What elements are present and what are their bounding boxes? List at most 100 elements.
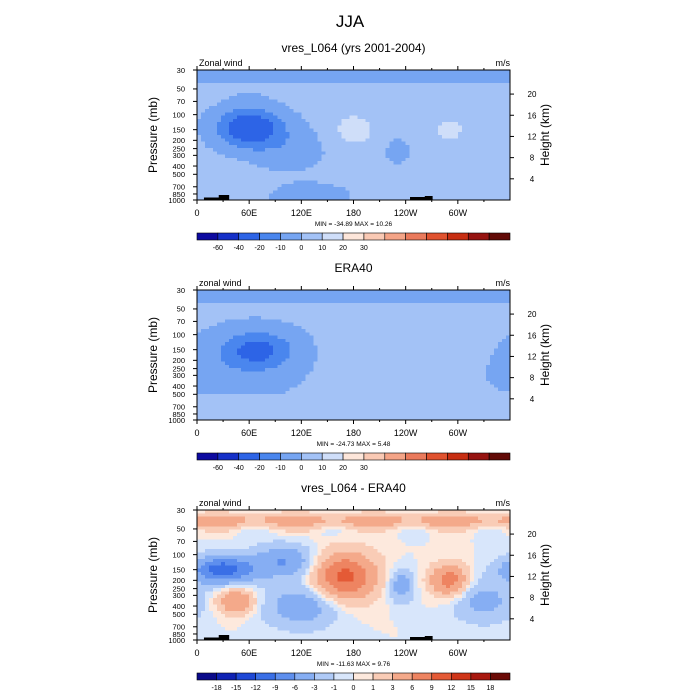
contour-cell [381,70,387,74]
contour-cell [205,92,210,97]
contour-cell [337,319,343,324]
contour-cell [469,290,475,294]
contour-cell [237,99,242,104]
contour-cell [301,190,306,195]
contour-cell [325,118,331,123]
contour-cell [225,99,230,104]
contour-cell [477,325,483,330]
contour-cell [373,177,379,182]
contour-cell [209,319,214,324]
contour-cell [205,290,210,294]
contour-cell [429,193,435,198]
contour-cell [389,358,395,363]
contour-cell [453,122,459,126]
contour-cell [341,312,347,317]
contour-cell [377,135,383,139]
contour-cell [301,187,306,191]
contour-cell [357,196,363,201]
contour-cell [225,122,230,126]
contour-cell [317,303,322,307]
contour-cell [265,122,270,126]
contour-cell [197,319,202,324]
contour-cell [349,180,355,185]
contour-cell [477,70,483,74]
contour-cell [497,187,503,191]
contour-cell [281,309,286,314]
contour-cell [249,335,254,340]
contour-cell [461,105,467,110]
contour-cell [325,319,331,324]
contour-cell [229,309,234,314]
contour-cell [265,138,270,143]
contour-cell [501,164,507,169]
contour-cell [433,86,439,91]
contour-cell [209,89,214,94]
contour-cell [433,122,439,126]
contour-cell [221,148,226,152]
contour-cell [397,157,403,162]
contour-cell [461,180,467,185]
contour-cell [265,141,270,146]
contour-cell [217,102,222,107]
contour-cell [333,164,339,169]
contour-cell [213,345,218,350]
contour-cell [425,167,431,172]
contour-cell [285,128,290,133]
contour-cell [213,299,218,304]
contour-cell [381,167,387,172]
contour-cell [505,322,511,327]
panel-title: vres_L064 (yrs 2001-2004) [281,41,425,55]
contour-cell [257,174,262,178]
contour-cell [485,319,491,324]
contour-cell [245,351,250,356]
contour-cell [349,151,355,156]
contour-cell [505,345,511,350]
contour-cell [269,79,274,84]
contour-cell [425,131,431,136]
contour-cell [285,131,290,136]
contour-cell [449,86,455,91]
contour-cell [305,332,310,337]
contour-cell [321,105,327,110]
contour-cell [293,309,298,314]
contour-cell [429,335,435,340]
contour-cell [441,296,447,301]
contour-cell [353,312,359,317]
contour-cell [473,112,479,117]
contour-cell [217,164,222,169]
contour-cell [253,83,258,87]
contour-cell [217,125,222,130]
contour-cell [293,92,298,97]
contour-cell [453,135,459,139]
contour-cell [497,164,503,169]
contour-cell [381,196,387,201]
contour-cell [301,122,306,126]
contour-cell [405,332,411,337]
contour-cell [309,309,314,314]
contour-cell [313,131,318,136]
contour-cell [289,193,294,198]
contour-cell [497,351,503,356]
contour-cell [377,325,383,330]
contour-cell [365,128,371,133]
contour-cell [349,332,355,337]
contour-cell [433,131,439,136]
contour-cell [269,332,274,337]
contour-cell [257,99,262,104]
contour-cell [393,128,399,133]
contour-cell [481,351,487,356]
contour-cell [449,293,455,298]
contour-cell [465,115,471,120]
contour-cell [397,96,403,100]
contour-cell [501,102,507,107]
contour-cell [421,293,427,298]
contour-cell [481,190,487,195]
contour-cell [481,141,487,146]
contour-cell [293,70,298,74]
contour-cell [461,167,467,172]
contour-cell [273,128,278,133]
contour-cell [349,345,355,350]
contour-cell [445,325,451,330]
contour-cell [241,83,246,87]
contour-cell [317,316,322,320]
